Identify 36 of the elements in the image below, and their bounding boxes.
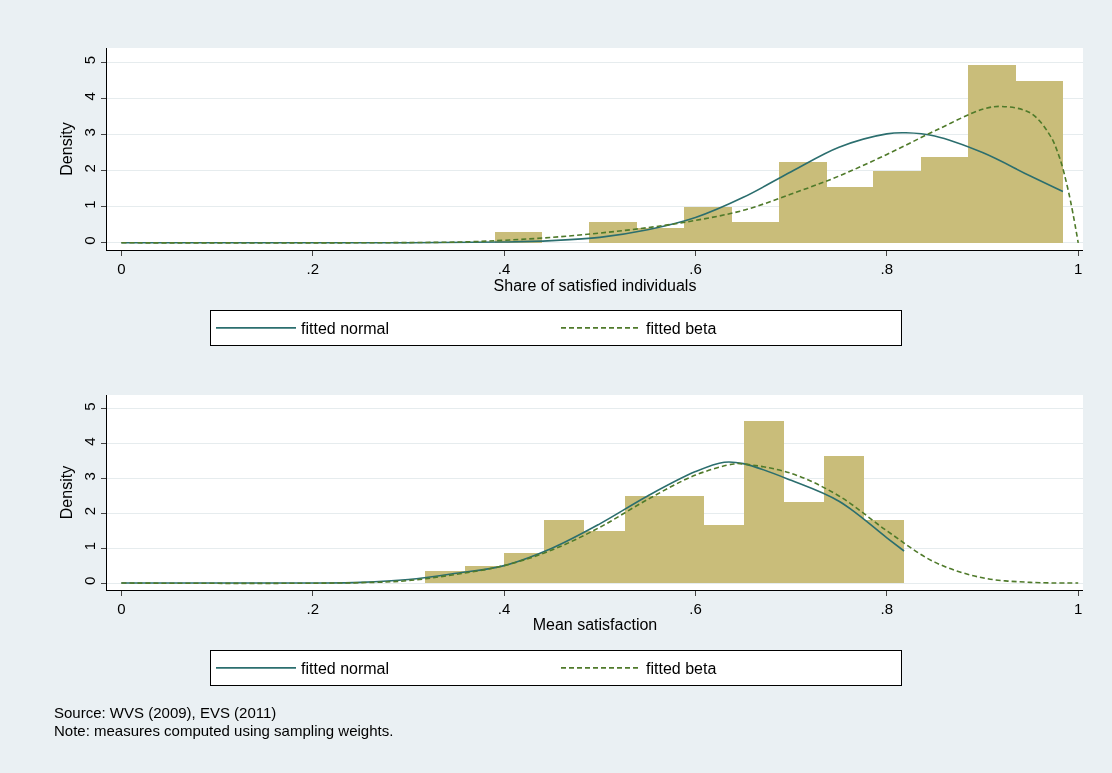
x-axis-title: Mean satisfaction	[532, 615, 658, 633]
y-tick-label: 3	[81, 128, 98, 137]
y-axis-title: Density	[57, 465, 75, 520]
legend-label: fitted beta	[646, 320, 717, 338]
y-tick-label: 2	[81, 164, 98, 173]
x-tick-label: .2	[306, 600, 319, 617]
x-axis-title: Share of satisfied individuals	[493, 277, 697, 294]
x-tick-label: .8	[880, 600, 894, 617]
x-tick-label: 0	[117, 600, 126, 617]
y-tick-label: 4	[81, 437, 98, 446]
y-tick-label: 5	[81, 56, 98, 65]
x-tick-label: .8	[880, 260, 894, 277]
x-tick-label: .6	[689, 600, 702, 617]
x-tick-label: 1	[1074, 260, 1083, 277]
line-series	[120, 462, 1080, 585]
y-tick-label: 5	[81, 402, 98, 411]
x-tick-label: .6	[689, 260, 702, 277]
x-tick-label: .2	[306, 260, 319, 277]
legend-label: fitted beta	[646, 660, 717, 678]
y-tick-label: 1	[81, 200, 98, 209]
legend-label: fitted normal	[301, 320, 390, 338]
source-note: Source: WVS (2009), EVS (2011)	[54, 704, 277, 721]
y-tick-label: 1	[81, 541, 98, 551]
text: Note: measures computed using sampling weights.	[54, 722, 394, 739]
x-tick-label: 0	[117, 260, 126, 277]
y-tick-label: 0	[81, 236, 98, 245]
x-tick-label: 1	[1074, 600, 1083, 617]
x-tick-label: .4	[497, 600, 511, 617]
y-tick-label: 2	[81, 506, 98, 516]
y-axis-title: Density	[57, 122, 75, 176]
y-tick-label: 3	[81, 472, 98, 481]
legend-label: fitted normal	[301, 660, 390, 678]
y-tick-label: 0	[81, 576, 98, 585]
x-tick-label: .4	[497, 260, 511, 277]
line-series	[120, 105, 1080, 244]
y-tick-label: 4	[81, 92, 98, 101]
